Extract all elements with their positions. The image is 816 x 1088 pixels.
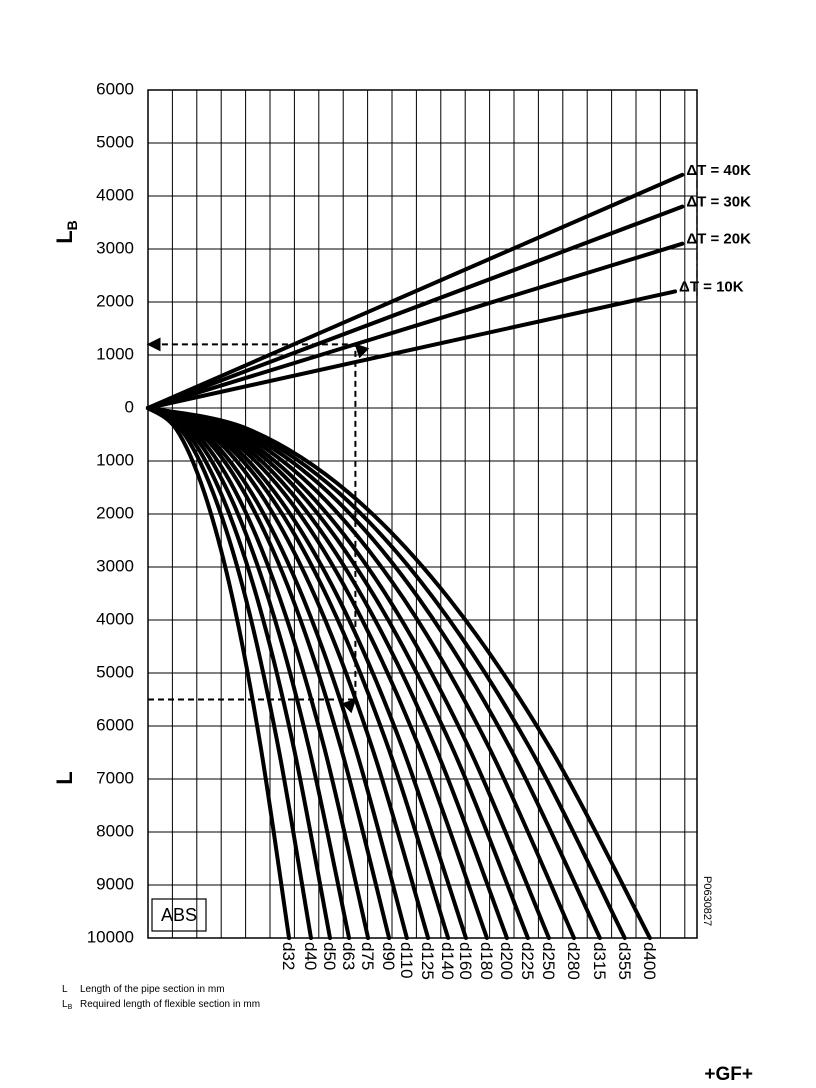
pipe-label: d90 — [379, 942, 398, 970]
y-tick-label: 3000 — [96, 238, 134, 257]
logo: +GF+ — [704, 1064, 753, 1085]
series-label: ΔT = 20K — [686, 231, 751, 248]
drawing-code: P0630827 — [701, 876, 713, 926]
y-tick-label: 9000 — [96, 874, 134, 893]
pipe-label: d75 — [358, 942, 377, 970]
series-label: ΔT = 30K — [686, 194, 751, 211]
pipe-label: d200 — [497, 942, 516, 980]
material-label: ABS — [161, 905, 197, 925]
y-tick-label: 5000 — [96, 132, 134, 151]
y-tick-label: 4000 — [96, 185, 134, 204]
y-tick-label: 0 — [125, 397, 134, 416]
note-text: Required length of flexible section in m… — [80, 999, 260, 1010]
note-symbol: LB — [62, 999, 73, 1011]
y-tick-label: 2000 — [96, 291, 134, 310]
series-line — [146, 172, 685, 410]
note-symbol-sub: B — [68, 1004, 73, 1011]
pipe-label: d50 — [320, 942, 339, 970]
y-tick-label: 1000 — [96, 344, 134, 363]
series-line — [146, 241, 685, 410]
y-tick-label: 5000 — [96, 662, 134, 681]
series-label: ΔT = 10K — [679, 278, 744, 295]
y-tick-label: 8000 — [96, 821, 134, 840]
y-tick-label: 7000 — [96, 768, 134, 787]
y-tick-label: 4000 — [96, 609, 134, 628]
pipe-label: d160 — [456, 942, 475, 980]
note-symbol-main: L — [62, 999, 68, 1010]
y-tick-label: 10000 — [87, 927, 134, 946]
example-path — [146, 337, 370, 714]
y-tick-label: 3000 — [96, 556, 134, 575]
pipe-label: d355 — [615, 942, 634, 980]
y-tick-label: 6000 — [96, 715, 134, 734]
y-tick-label: 2000 — [96, 503, 134, 522]
y-axis-label-upper: LB — [52, 220, 80, 244]
y-axis-label-main: L — [52, 230, 77, 243]
pipe-label: d125 — [418, 942, 437, 980]
y-axis-label-lower: L — [52, 771, 77, 784]
pipe-label: d315 — [590, 942, 609, 980]
pipe-label: d180 — [477, 942, 496, 980]
series-label: ΔT = 40K — [686, 162, 751, 179]
pipe-label: d280 — [564, 942, 583, 980]
pipe-label: d140 — [438, 942, 457, 980]
y-axis-label-sub: B — [64, 220, 80, 230]
y-tick-label: 6000 — [96, 79, 134, 98]
pipe-label: d32 — [279, 942, 298, 970]
pipe-label: d40 — [301, 942, 320, 970]
y-tick-label: 1000 — [96, 450, 134, 469]
pipe-label: d250 — [539, 942, 558, 980]
pipe-label: d400 — [640, 942, 659, 980]
pipe-label: d225 — [518, 942, 537, 980]
pipe-label: d110 — [397, 942, 416, 979]
note-symbol: L — [62, 984, 68, 995]
note-text: Length of the pipe section in mm — [80, 984, 225, 995]
pipe-label: d63 — [339, 942, 358, 970]
